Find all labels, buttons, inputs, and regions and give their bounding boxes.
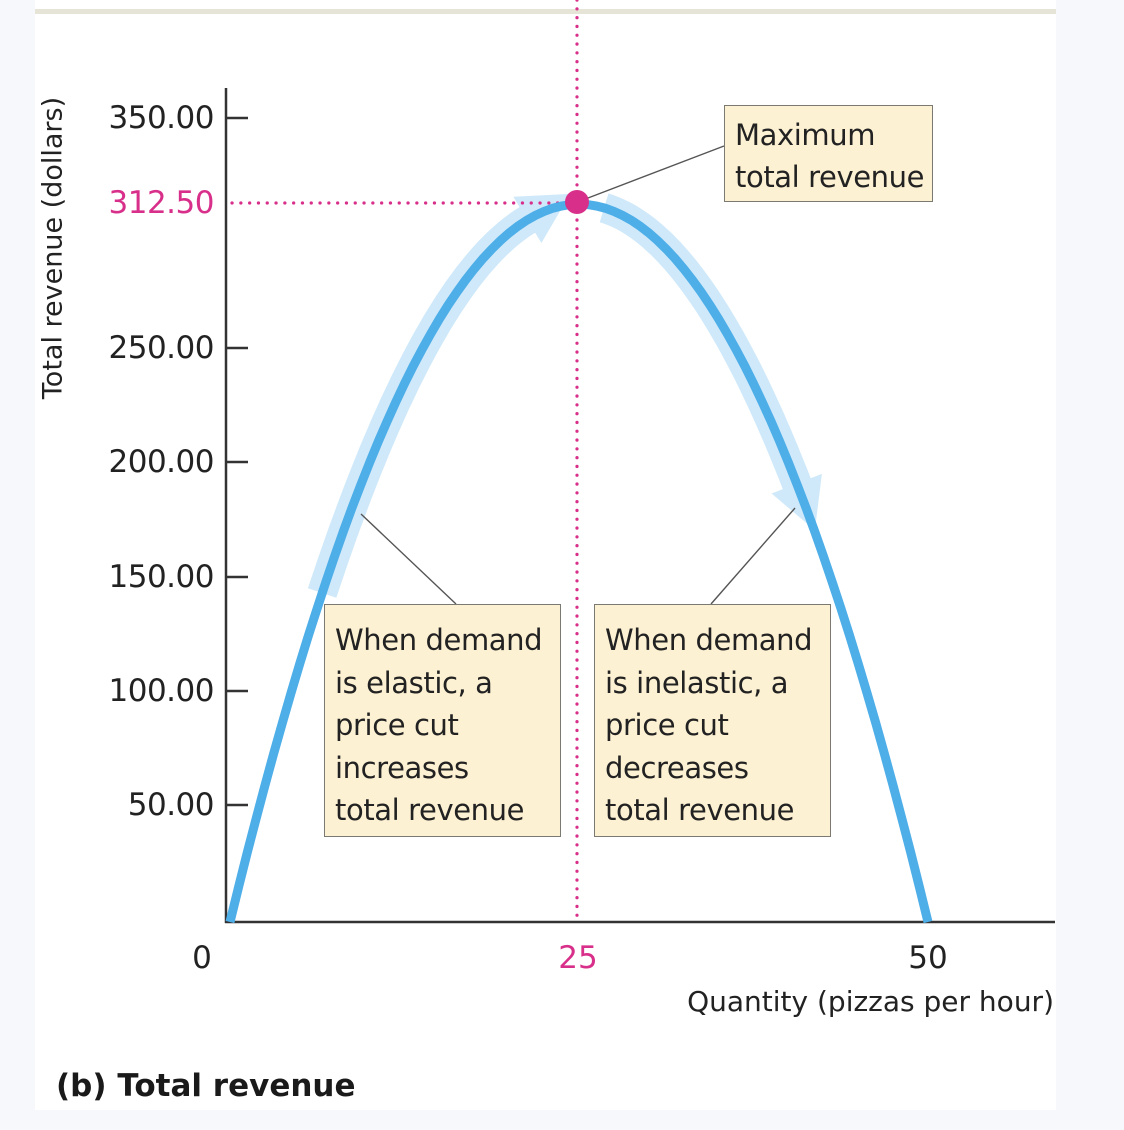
y-tick-250: 250.00 <box>108 330 215 366</box>
y-tick-200: 200.00 <box>108 444 215 480</box>
inelastic-note-line: total revenue <box>605 793 795 827</box>
y-tick-150: 150.00 <box>108 559 215 595</box>
elastic-note-line: is elastic, a <box>335 665 493 700</box>
elastic-note-line: price cut <box>335 708 459 742</box>
elastic-note: When demand is elastic, a price cut incr… <box>324 604 561 837</box>
inelastic-note-line: is inelastic, a <box>605 665 789 700</box>
top-divider <box>35 9 1056 14</box>
max-revenue-point <box>565 190 589 214</box>
x-axis-label: Quantity (pizzas per hour) <box>687 985 1054 1018</box>
max-leader-line <box>587 145 725 199</box>
inelastic-leader-line <box>710 507 796 605</box>
x-tick-50: 50 <box>908 940 948 976</box>
y-tick-312-50: 312.50 <box>108 185 215 221</box>
elastic-note-line: total revenue <box>335 793 525 827</box>
y-axis-label: Total revenue (dollars) <box>37 96 69 400</box>
inelastic-direction-arrow-icon <box>599 193 822 531</box>
max-note-line-1: Maximum <box>735 118 876 152</box>
inelastic-note-line: When demand <box>605 623 813 657</box>
elastic-leader-line <box>360 513 457 605</box>
elastic-note-line: When demand <box>335 623 543 657</box>
inelastic-note-line: price cut <box>605 708 729 742</box>
y-tick-350: 350.00 <box>108 100 215 136</box>
y-tick-100: 100.00 <box>108 673 215 709</box>
figure-caption: (b) Total revenue <box>56 1068 356 1104</box>
x-tick-25: 25 <box>558 940 598 976</box>
inelastic-note: When demand is inelastic, a price cut de… <box>594 604 831 837</box>
y-axis <box>224 88 248 923</box>
max-revenue-note: Maximum total revenue <box>724 105 933 202</box>
inelastic-note-line: decreases <box>605 750 749 785</box>
max-note-line-2: total revenue <box>735 160 925 194</box>
elastic-direction-arrow-icon <box>307 193 571 598</box>
y-tick-50: 50.00 <box>127 787 215 823</box>
elastic-note-line: increases <box>335 750 469 785</box>
x-tick-0: 0 <box>192 940 212 976</box>
